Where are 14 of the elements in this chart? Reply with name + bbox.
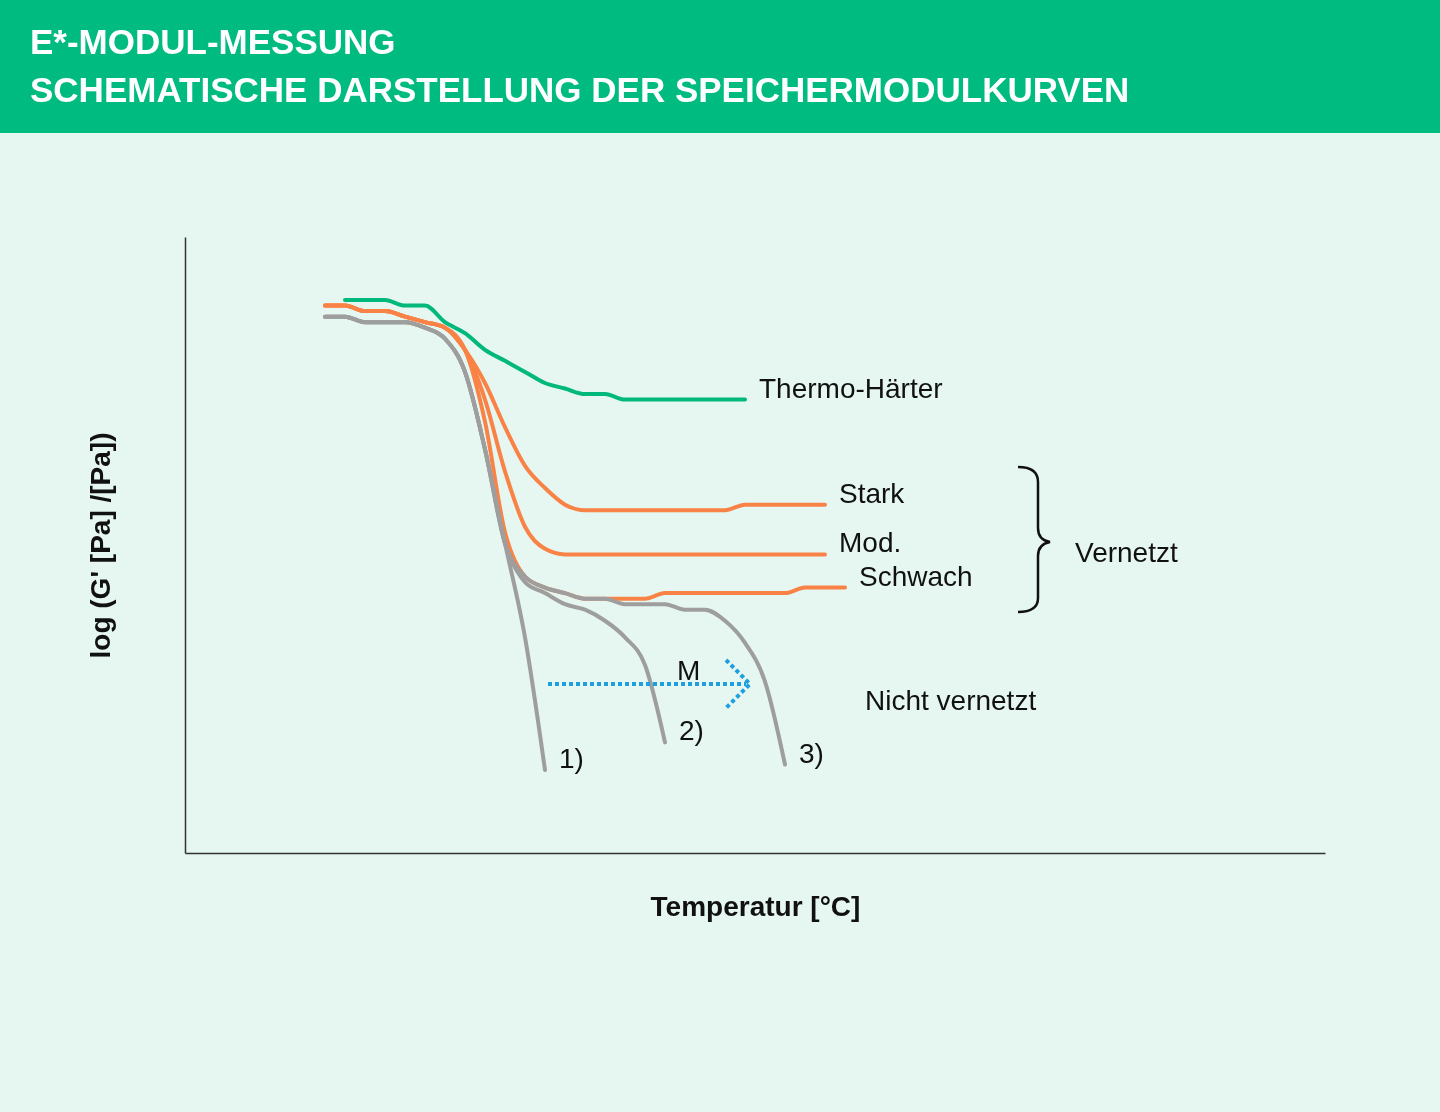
series-label: Mod. xyxy=(839,527,902,559)
y-axis-title: log (G' [Pa] /[Pa]) xyxy=(84,432,116,659)
series-label: 3) xyxy=(799,737,824,769)
series-label: Thermo-Härter xyxy=(759,372,943,404)
series-label: 1) xyxy=(559,743,584,775)
series-label: Stark xyxy=(839,477,906,509)
chart-title: E*-MODUL-MESSUNG xyxy=(30,22,396,62)
series-label: Schwach xyxy=(859,560,973,592)
chart-subtitle: SCHEMATISCHE DARSTELLUNG DER SPEICHERMODULKURVEN xyxy=(30,70,1130,110)
annotation: Nicht vernetzt xyxy=(865,685,1037,716)
annotation: M xyxy=(677,655,701,686)
annotation: Vernetzt xyxy=(1075,537,1178,568)
x-axis-title: Temperatur [°C] xyxy=(650,890,861,922)
series-label: 2) xyxy=(679,715,704,747)
